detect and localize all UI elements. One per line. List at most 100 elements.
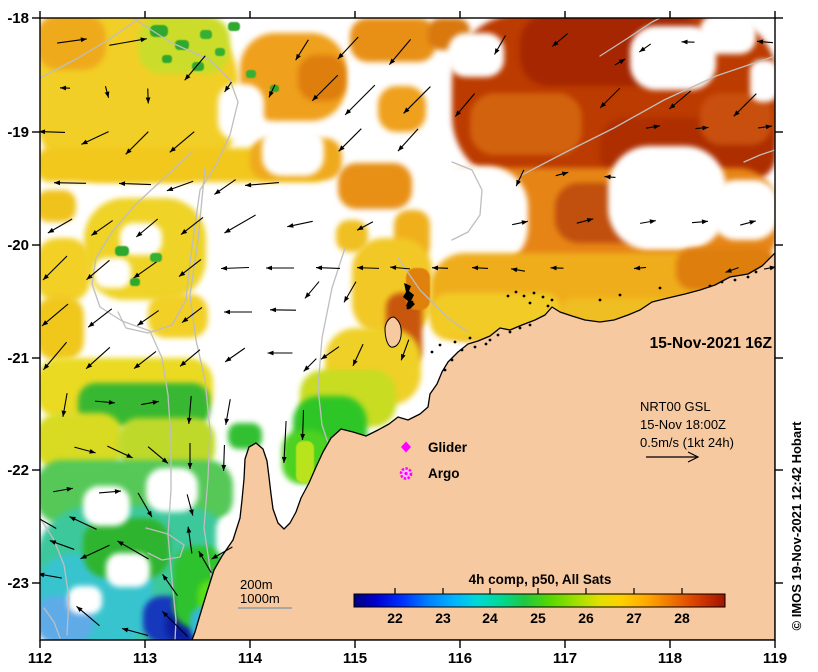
y-axis-tick-label: -22 <box>7 462 29 479</box>
island-dot <box>733 278 737 282</box>
island-dot <box>430 350 434 354</box>
credit-text: © IMOS 19-Nov-2021 12:42 Hobart <box>789 421 804 631</box>
current-vector <box>186 526 193 554</box>
island-dot <box>708 284 712 288</box>
island-dot <box>460 348 464 352</box>
sst-patch <box>298 55 346 101</box>
current-vector <box>186 494 194 516</box>
current-vector <box>757 124 773 130</box>
x-axis-tick-label: 112 <box>28 650 52 667</box>
sst-patch <box>150 253 162 262</box>
current-vector <box>221 444 227 472</box>
current-vector <box>69 516 97 530</box>
current-vector <box>42 255 68 281</box>
y-axis-tick-label: -23 <box>7 575 29 592</box>
colorbar-tick-label: 27 <box>626 610 642 626</box>
current-vector <box>555 171 569 177</box>
current-vector <box>300 409 306 441</box>
current-vector <box>471 265 489 271</box>
x-axis-tick-label: 116 <box>448 650 472 667</box>
island-dot <box>450 358 454 362</box>
current-vector <box>57 37 87 44</box>
current-vector <box>604 174 616 180</box>
current-vector <box>224 214 256 234</box>
current-vector <box>224 309 252 315</box>
current-vector <box>344 84 376 116</box>
sst-patch <box>448 33 504 77</box>
depth-1000m-label: 1000m <box>240 591 280 606</box>
current-vector <box>181 307 203 323</box>
current-vector <box>303 358 317 372</box>
sst-patch <box>130 278 140 286</box>
sst-patch <box>262 128 324 176</box>
island-dot <box>473 345 477 349</box>
island-dot <box>488 338 492 342</box>
island-dot <box>468 336 472 340</box>
island-dot <box>546 304 550 308</box>
sst-patch <box>120 223 162 255</box>
current-vector <box>169 131 195 153</box>
sst-patch <box>700 93 772 145</box>
current-vector <box>388 39 412 65</box>
vector-key-line2: 15-Nov 18:00Z <box>640 417 726 432</box>
island-dot <box>484 342 488 346</box>
island-dot <box>443 368 447 372</box>
island-dot <box>658 286 662 290</box>
argo-marker-icon <box>399 467 413 480</box>
sst-patch <box>83 486 130 526</box>
bathymetry-contour <box>43 607 61 639</box>
current-vector <box>668 90 692 110</box>
current-vector <box>94 399 116 405</box>
island-dot <box>618 293 622 297</box>
bathymetry-contour <box>117 18 239 334</box>
bathymetry-contour <box>91 151 193 640</box>
bathymetry-contour <box>599 18 661 57</box>
island-dot <box>508 330 512 334</box>
current-vector <box>178 258 202 278</box>
current-vector <box>180 216 204 236</box>
current-vector <box>86 259 110 281</box>
current-vector <box>267 350 293 356</box>
sst-patch <box>378 86 426 132</box>
current-vector <box>551 33 569 47</box>
current-vector <box>681 39 695 45</box>
current-vector <box>245 181 279 188</box>
sst-patch <box>338 163 412 209</box>
current-vector <box>599 87 621 109</box>
current-vector <box>49 540 75 550</box>
current-vector <box>281 420 287 464</box>
colorbar-gradient <box>353 593 726 608</box>
current-vector <box>224 399 231 425</box>
colorbar-title: 4h comp, p50, All Sats <box>469 572 612 587</box>
axes-layer: 112 113 114 115 116 117 118 119 -18 -19 -20 -21 -22 -… <box>7 10 787 667</box>
current-vector <box>109 37 147 46</box>
current-vector <box>85 346 111 370</box>
vector-scale-key: NRT00 GSL 15-Nov 18:00Z 0.5m/s (1kt 24h) <box>640 399 734 463</box>
current-vector <box>137 492 153 518</box>
current-vector <box>269 307 297 313</box>
current-vector <box>40 572 62 579</box>
current-vector <box>356 265 380 271</box>
current-vector <box>184 55 206 81</box>
sst-patch <box>228 22 240 31</box>
current-vector <box>315 265 341 271</box>
current-vector <box>162 574 178 596</box>
x-axis-tick-label: 114 <box>238 650 263 667</box>
glider-marker-icon <box>401 441 411 453</box>
sst-patch <box>750 60 775 102</box>
sst-patch <box>40 190 76 222</box>
sst-patch <box>350 18 436 62</box>
current-vector <box>287 220 313 228</box>
current-vector <box>352 343 364 367</box>
current-vector <box>133 350 157 370</box>
current-vector <box>74 446 96 454</box>
island-dot <box>598 298 602 302</box>
current-vector <box>295 39 309 61</box>
vector-key-line1: NRT00 GSL <box>640 399 711 414</box>
current-vector <box>337 36 359 60</box>
current-vector <box>137 310 159 326</box>
current-vector <box>343 281 357 303</box>
bathymetry-contour <box>397 257 469 333</box>
